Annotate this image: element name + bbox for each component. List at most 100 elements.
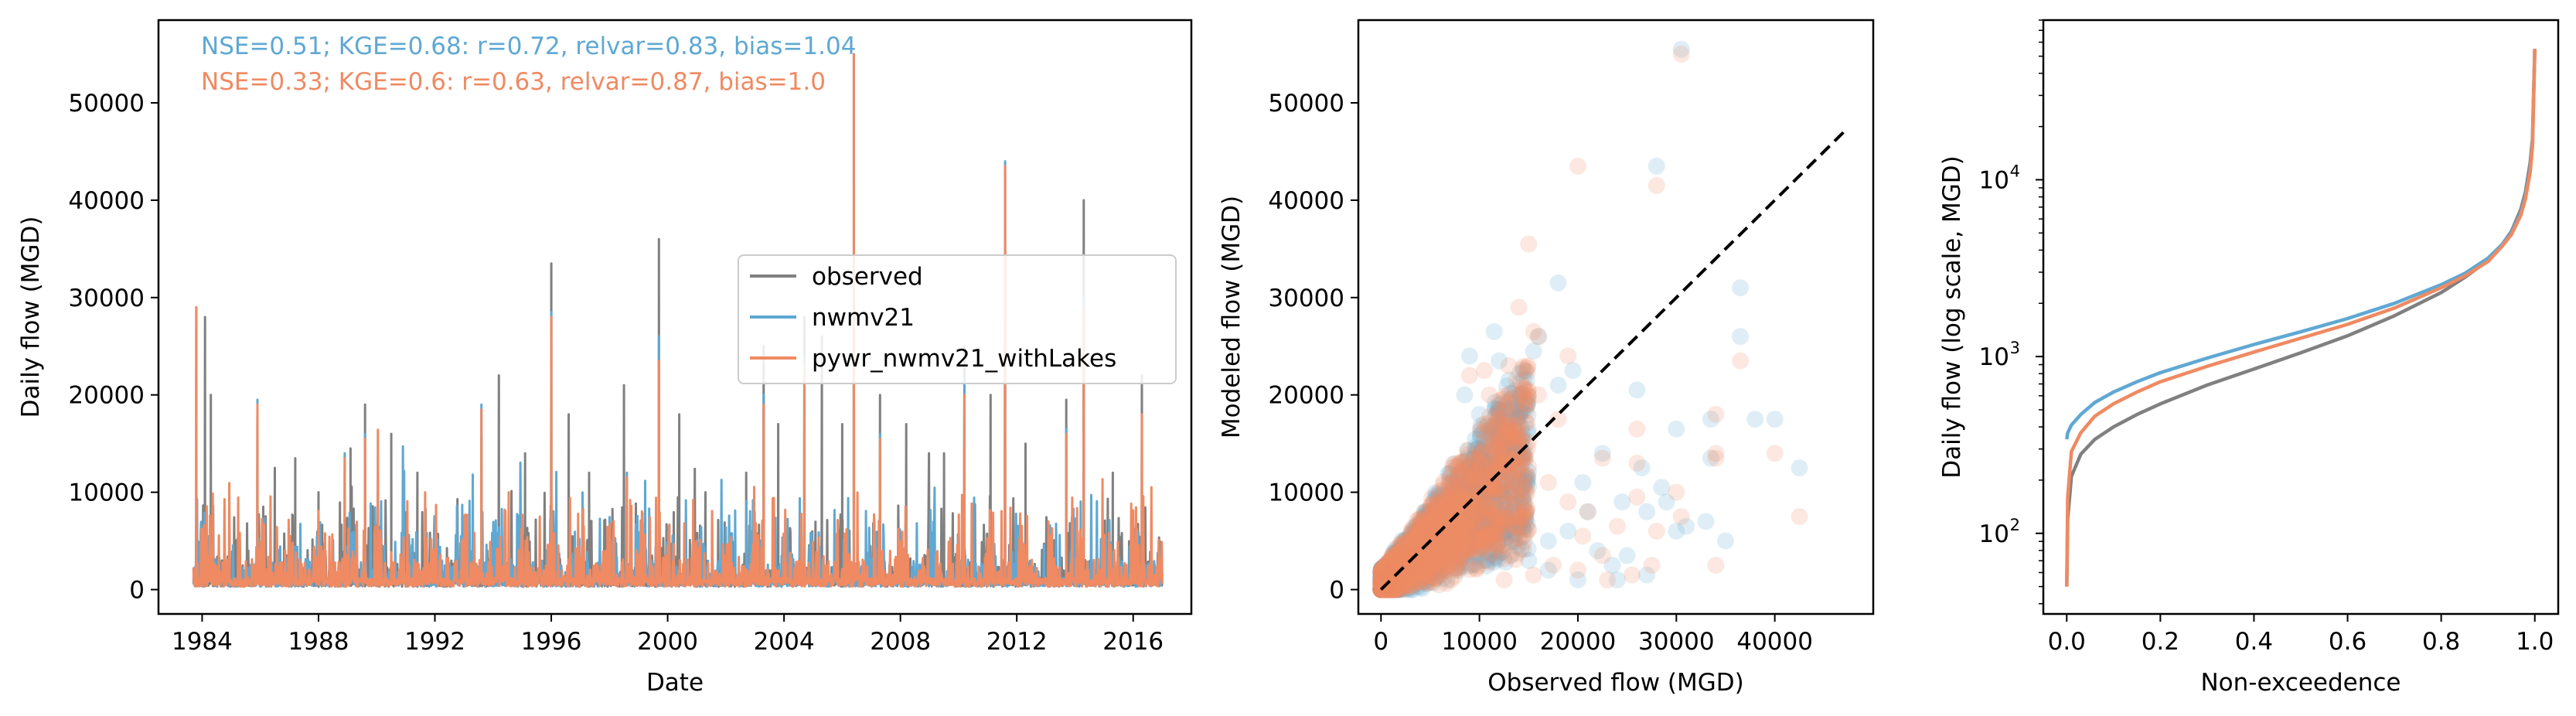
scatter-point-nwmv21 xyxy=(1412,558,1429,576)
scatter-point-pywr xyxy=(1628,420,1646,438)
scatter-point-nwmv21 xyxy=(1408,517,1425,534)
scatter-point-nwmv21 xyxy=(1458,493,1476,510)
scatter-point-nwmv21 xyxy=(1430,499,1448,517)
scatter-point-nwmv21 xyxy=(1385,555,1402,573)
scatter-point-nwmv21 xyxy=(1405,527,1423,545)
scatter-point-nwmv21 xyxy=(1469,459,1487,476)
scatter-point-pywr xyxy=(1569,157,1586,175)
scatter-point-nwmv21 xyxy=(1498,414,1516,431)
scatter-point-nwmv21 xyxy=(1511,519,1528,537)
scatter-point-nwmv21 xyxy=(1512,404,1530,421)
scatter-point-nwmv21 xyxy=(1416,555,1433,572)
scatter-point-nwmv21 xyxy=(1455,539,1473,557)
scatter-point-nwmv21 xyxy=(1498,432,1515,450)
scatter-point-nwmv21 xyxy=(1467,544,1484,561)
scatter-point-nwmv21 xyxy=(1390,554,1408,571)
timeseries-x-tick-label: 1992 xyxy=(404,628,465,656)
scatter-point-nwmv21 xyxy=(1410,538,1428,556)
scatter-point-pywr xyxy=(1707,449,1725,467)
scatter-point-nwmv21 xyxy=(1399,580,1416,598)
scatter-point-nwmv21 xyxy=(1382,568,1399,586)
scatter-point-nwmv21 xyxy=(1433,561,1451,578)
scatter-point-nwmv21 xyxy=(1426,547,1443,564)
scatter-point-nwmv21 xyxy=(1456,529,1474,547)
scatter-point-nwmv21 xyxy=(1389,544,1407,561)
scatter-point-nwmv21 xyxy=(1467,459,1484,477)
scatter-y-tick-label: 50000 xyxy=(1268,90,1344,118)
scatter-point-nwmv21 xyxy=(1443,543,1460,561)
scatter-point-nwmv21 xyxy=(1497,454,1515,472)
scatter-point-nwmv21 xyxy=(1448,521,1465,539)
scatter-point-nwmv21 xyxy=(1377,581,1395,598)
scatter-point-nwmv21 xyxy=(1465,527,1483,544)
timeseries-y-ticks: 0 10000 20000 30000 40000 50000 xyxy=(68,90,158,605)
scatter-point-nwmv21 xyxy=(1460,516,1478,534)
scatter-point-pywr xyxy=(1510,425,1528,443)
scatter-point-nwmv21 xyxy=(1386,542,1404,560)
scatter-point-nwmv21 xyxy=(1440,491,1458,508)
scatter-point-nwmv21 xyxy=(1378,558,1395,576)
scatter-point-nwmv21 xyxy=(1379,568,1397,585)
scatter-point-nwmv21 xyxy=(1439,503,1457,521)
scatter-point-nwmv21 xyxy=(1426,484,1444,502)
scatter-point-nwmv21 xyxy=(1448,542,1466,559)
scatter-point-nwmv21 xyxy=(1473,517,1491,534)
timeseries-line-pywr xyxy=(192,53,1164,588)
scatter-point-nwmv21 xyxy=(1525,343,1542,360)
scatter-point-nwmv21 xyxy=(1416,554,1433,571)
scatter-point-nwmv21 xyxy=(1446,455,1463,472)
fdc-x-tick-label: 1.0 xyxy=(2516,628,2554,656)
scatter-point-nwmv21 xyxy=(1402,549,1419,567)
scatter-point-nwmv21 xyxy=(1483,528,1500,546)
scatter-point-nwmv21 xyxy=(1376,581,1394,598)
scatter-point-nwmv21 xyxy=(1442,546,1460,564)
fdc-y-tick-exponent: 4 xyxy=(2010,162,2020,180)
scatter-point-nwmv21 xyxy=(1449,487,1467,505)
scatter-point-nwmv21 xyxy=(1378,562,1395,580)
scatter-point-nwmv21 xyxy=(1431,554,1449,572)
scatter-point-nwmv21 xyxy=(1469,455,1487,473)
scatter-point-nwmv21 xyxy=(1434,506,1452,523)
scatter-point-nwmv21 xyxy=(1471,538,1489,556)
scatter-point-nwmv21 xyxy=(1501,393,1518,411)
scatter-point-nwmv21 xyxy=(1468,503,1486,521)
scatter-point-nwmv21 xyxy=(1447,498,1465,516)
scatter-point-nwmv21 xyxy=(1378,563,1395,581)
scatter-point-nwmv21 xyxy=(1378,561,1395,578)
scatter-point-nwmv21 xyxy=(1419,517,1437,534)
scatter-point-nwmv21 xyxy=(1497,530,1515,547)
scatter-point-nwmv21 xyxy=(1373,560,1390,578)
scatter-point-nwmv21 xyxy=(1397,539,1415,557)
scatter-point-nwmv21 xyxy=(1409,542,1426,560)
scatter-point-nwmv21 xyxy=(1489,551,1507,568)
scatter-point-nwmv21 xyxy=(1446,536,1463,554)
scatter-point-nwmv21 xyxy=(1422,554,1440,572)
timeseries-x-ticks: 1984 1988 1992 1996 2000 2004 2008 2012 2016 xyxy=(172,614,1164,656)
scatter-point-pywr xyxy=(1450,458,1467,476)
scatter-point-nwmv21 xyxy=(1412,546,1429,564)
scatter-point-nwmv21 xyxy=(1382,567,1400,585)
scatter-point-nwmv21 xyxy=(1453,461,1471,479)
scatter-point-nwmv21 xyxy=(1420,527,1438,545)
scatter-point-nwmv21 xyxy=(1383,551,1401,568)
scatter-point-nwmv21 xyxy=(1494,495,1511,512)
scatter-point-nwmv21 xyxy=(1464,509,1481,527)
scatter-point-pywr xyxy=(1426,550,1443,568)
scatter-point-nwmv21 xyxy=(1389,569,1406,587)
scatter-point-nwmv21 xyxy=(1474,536,1491,554)
scatter-point-nwmv21 xyxy=(1391,542,1409,560)
timeseries-panel: 1984 1988 1992 1996 2000 2004 2008 2012 2016 0 10… xyxy=(17,19,1193,697)
scatter-point-nwmv21 xyxy=(1400,555,1418,573)
scatter-point-nwmv21 xyxy=(1466,476,1484,493)
scatter-point-nwmv21 xyxy=(1469,516,1487,534)
scatter-panel: 0 10000 20000 30000 40000 0 10000 20000 30000 40… xyxy=(1218,19,1875,697)
scatter-point-nwmv21 xyxy=(1448,473,1466,491)
scatter-point-nwmv21 xyxy=(1494,394,1512,411)
scatter-point-nwmv21 xyxy=(1477,518,1494,536)
scatter-point-nwmv21 xyxy=(1473,444,1491,462)
legend-box xyxy=(738,254,1177,384)
scatter-point-nwmv21 xyxy=(1481,517,1498,534)
scatter-point-nwmv21 xyxy=(1375,564,1392,581)
scatter-point-nwmv21 xyxy=(1388,550,1406,568)
scatter-point-nwmv21 xyxy=(1390,572,1408,590)
